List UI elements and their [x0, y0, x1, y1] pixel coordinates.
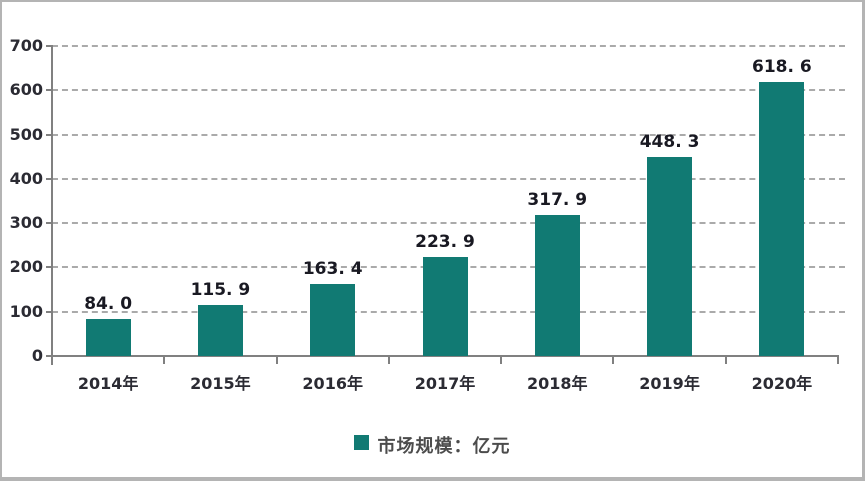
bar-value-label: 618. 6 [751, 57, 812, 78]
y-axis-line [51, 45, 53, 365]
bar-value-label: 115. 9 [190, 279, 251, 300]
gridline-600 [52, 89, 845, 92]
x-axis-category-label: 2019年 [639, 374, 700, 393]
y-tick-300 [46, 222, 53, 225]
x-axis-category-label: 2020年 [751, 374, 813, 393]
bar-2016年 [310, 283, 356, 356]
x-tick [837, 356, 839, 364]
x-tick [724, 356, 727, 364]
x-axis-category-label: 2015年 [190, 374, 251, 393]
x-tick [612, 356, 615, 364]
y-axis-tick-label: 200 [9, 257, 43, 277]
bar-2015年 [197, 304, 243, 356]
gridline-500 [52, 133, 845, 136]
bar-value-label: 223. 9 [415, 231, 475, 252]
legend: 市场规模：亿元 [2, 432, 862, 458]
legend-label: 市场规模：亿元 [377, 436, 511, 457]
y-axis-tick-label: 0 [31, 346, 43, 365]
x-tick [387, 356, 390, 364]
bar-value-label: 317. 9 [527, 190, 588, 211]
y-tick-100 [46, 310, 53, 313]
bar-2018年 [534, 215, 580, 356]
x-tick [275, 356, 278, 364]
y-tick-500 [46, 133, 53, 136]
bar-2020年 [759, 82, 805, 356]
x-axis-category-label: 2018年 [527, 374, 588, 393]
y-tick-600 [46, 89, 53, 92]
y-axis-tick-label: 700 [9, 36, 43, 55]
y-axis-tick-label: 500 [9, 124, 43, 144]
x-axis-line [51, 355, 839, 357]
y-axis-tick-label: 400 [9, 168, 43, 188]
bar-value-label: 163. 4 [302, 258, 363, 279]
y-tick-200 [46, 266, 53, 269]
x-tick [163, 356, 166, 364]
x-tick [51, 356, 53, 364]
gridline-700 [52, 45, 845, 47]
bar-2019年 [647, 157, 693, 356]
x-axis-category-label: 2016年 [302, 374, 363, 393]
y-tick-0 [46, 355, 53, 357]
y-axis-tick-label: 600 [9, 80, 43, 100]
bar-2017年 [422, 256, 468, 356]
x-axis-category-label: 2014年 [77, 374, 139, 393]
y-tick-700 [46, 45, 53, 47]
gridline-300 [52, 222, 845, 225]
bar-value-label: 84. 0 [84, 293, 133, 314]
y-tick-400 [46, 177, 53, 180]
x-axis-category-label: 2017年 [414, 374, 476, 393]
y-axis-tick-label: 300 [9, 213, 43, 233]
bar-2014年 [85, 318, 131, 356]
y-axis-tick-label: 100 [9, 301, 43, 321]
bar-value-label: 448. 3 [639, 132, 700, 153]
legend-swatch-icon [353, 435, 369, 450]
gridline-400 [52, 177, 845, 180]
x-tick [500, 356, 503, 364]
